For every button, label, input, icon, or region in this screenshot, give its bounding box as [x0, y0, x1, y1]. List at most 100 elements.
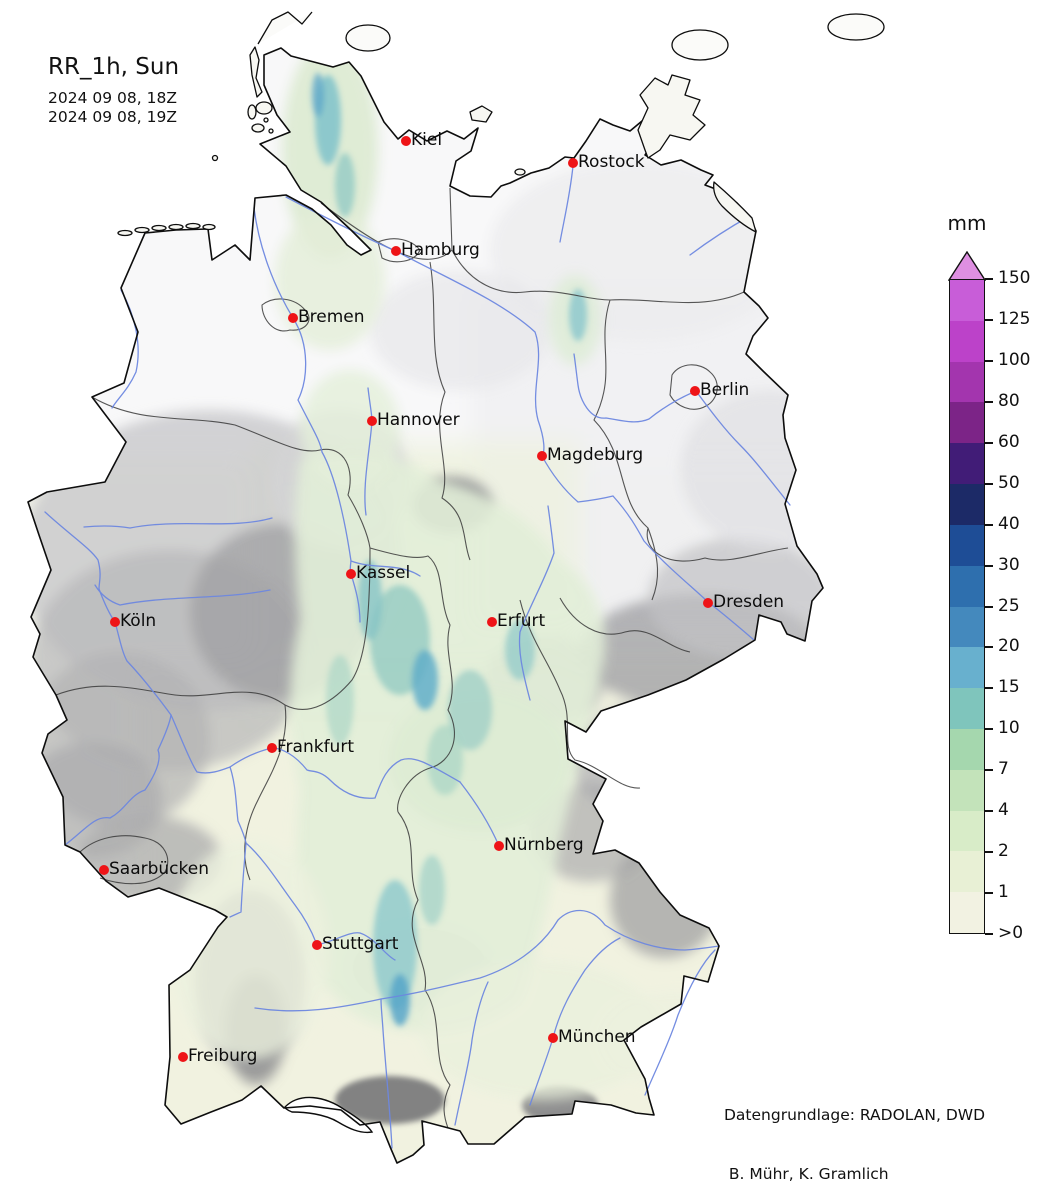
city-label: Nürnberg — [504, 835, 584, 855]
colorbar-tick-label: 20 — [998, 636, 1020, 657]
page-title: RR_1h, Sun — [48, 54, 180, 80]
city-label: München — [558, 1027, 636, 1047]
island-fehmarn — [469, 105, 493, 123]
city-dot-icon — [494, 841, 504, 851]
colorbar-tick-mark — [985, 646, 993, 649]
city-dot-icon — [288, 313, 298, 323]
colorbar-segment — [950, 361, 984, 403]
colorbar-overflow-arrow — [948, 251, 986, 281]
colorbar-tick-label: 150 — [998, 268, 1031, 288]
colorbar-segment — [950, 606, 984, 648]
colorbar-segment — [950, 769, 984, 811]
colorbar-tick-mark — [985, 728, 993, 731]
attribution: Datengrundlage: RADOLAN, DWD B. Mühr, K.… — [724, 1067, 985, 1185]
city-dot-icon — [690, 386, 700, 396]
colorbar-segment — [950, 810, 984, 852]
colorbar-segment — [950, 402, 984, 444]
colorbar-tick-label: 2 — [998, 841, 1009, 862]
timestamps: 2024 09 08, 18Z 2024 09 08, 19Z — [48, 89, 179, 127]
island-ruegen — [637, 74, 706, 159]
colorbar-tick-label: 30 — [998, 554, 1020, 575]
colorbar-tick-mark — [985, 441, 993, 444]
colorbar-segment — [950, 647, 984, 689]
colorbar-tick-mark — [985, 769, 993, 772]
city-dot-icon — [401, 136, 411, 146]
colorbar-segment — [950, 688, 984, 729]
city-dot-icon — [99, 865, 109, 875]
attribution-authors: B. Mühr, K. Gramlich — [724, 1164, 889, 1183]
city-dot-icon — [110, 617, 120, 627]
colorbar-tick-label: >0 — [998, 923, 1024, 943]
city-label: Kiel — [411, 130, 443, 150]
island-pellworm — [251, 123, 265, 133]
colorbar-tick-label: 125 — [998, 308, 1031, 329]
colorbar-tick-label: 7 — [998, 759, 1009, 780]
colorbar-segment — [950, 565, 984, 607]
city-dot-icon — [346, 569, 356, 579]
colorbar-unit-label: mm — [947, 211, 987, 235]
colorbar-segment — [950, 892, 984, 933]
timestamp-start: 2024 09 08, 18Z — [48, 89, 177, 107]
city-label: Magdeburg — [547, 445, 644, 465]
city-dot-icon — [391, 246, 401, 256]
attribution-source: Datengrundlage: RADOLAN, DWD — [724, 1106, 986, 1124]
denmark-coast — [257, 11, 313, 45]
country-borders — [27, 11, 885, 1164]
colorbar-tick-label: 25 — [998, 595, 1020, 616]
colorbar-tick-label: 4 — [998, 800, 1009, 821]
colorbar-segment — [950, 728, 984, 770]
colorbar-segment — [950, 280, 984, 321]
city-label: Saarbücken — [109, 859, 209, 879]
colorbar-tick-mark — [985, 851, 993, 854]
city-label: Dresden — [713, 592, 785, 612]
city-label: Bremen — [298, 307, 365, 327]
colorbar-segment — [950, 524, 984, 566]
colorbar-tick-mark — [985, 933, 993, 935]
colorbar-tick-label: 10 — [998, 718, 1020, 739]
colorbar-tick-mark — [985, 687, 993, 690]
colorbar-segment — [950, 484, 984, 525]
header: RR_1h, Sun 2024 09 08, 18Z 2024 09 08, 1… — [48, 54, 179, 127]
city-label: Erfurt — [497, 611, 546, 631]
colorbar-tick-mark — [985, 359, 993, 362]
city-label: Frankfurt — [277, 737, 354, 757]
colorbar-tick-label: 80 — [998, 390, 1020, 411]
city-dot-icon — [178, 1052, 188, 1062]
city-label: Freiburg — [188, 1046, 258, 1066]
colorbar-tick-mark — [985, 892, 993, 895]
city-dot-icon — [537, 451, 547, 461]
state-borders — [55, 187, 789, 1129]
city-dot-icon — [703, 598, 713, 608]
island-usedom — [713, 181, 757, 233]
city-dot-icon — [312, 940, 322, 950]
city-label: Hamburg — [401, 240, 480, 260]
city-label: Berlin — [700, 380, 750, 400]
timestamp-end: 2024 09 08, 19Z — [48, 108, 177, 126]
colorbar-scale — [949, 279, 985, 934]
colorbar-tick-label: 60 — [998, 431, 1020, 452]
colorbar-tick-label: 50 — [998, 472, 1020, 493]
city-dot-icon — [568, 158, 578, 168]
city-dot-icon — [267, 743, 277, 753]
city-label: Köln — [120, 611, 157, 631]
colorbar-tick-mark — [985, 564, 993, 567]
colorbar-tick-label: 100 — [998, 349, 1031, 370]
city-label: Kassel — [356, 563, 411, 583]
colorbar-segment — [950, 443, 984, 485]
colorbar-tick-mark — [985, 318, 993, 321]
colorbar-segment — [950, 320, 984, 362]
city-label: Stuttgart — [322, 934, 399, 954]
colorbar-tick-mark — [985, 400, 993, 403]
colorbar-tick-label: 15 — [998, 677, 1020, 698]
colorbar-tick-label: 1 — [998, 882, 1009, 903]
city-label: Hannover — [377, 410, 460, 430]
city-dot-icon — [548, 1033, 558, 1043]
colorbar-segment — [950, 851, 984, 893]
island-amrum — [247, 104, 257, 120]
island-sylt — [249, 46, 263, 98]
island-foehr — [255, 101, 273, 115]
colorbar-tick-mark — [985, 523, 993, 526]
colorbar-tick-label: 40 — [998, 513, 1020, 534]
